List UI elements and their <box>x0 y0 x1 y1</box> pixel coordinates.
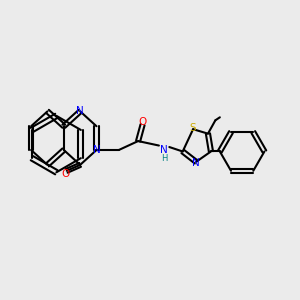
Text: O: O <box>61 169 69 179</box>
Text: N: N <box>160 145 168 155</box>
Text: N: N <box>76 106 84 116</box>
Text: N: N <box>93 145 101 155</box>
Text: O: O <box>138 117 147 127</box>
Text: S: S <box>190 123 196 133</box>
Text: N: N <box>192 158 200 168</box>
Text: H: H <box>161 154 167 164</box>
